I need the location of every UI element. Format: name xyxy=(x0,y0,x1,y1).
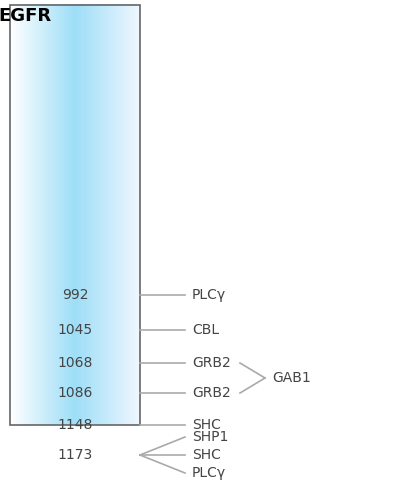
Text: SHC: SHC xyxy=(192,418,221,432)
Text: 1148: 1148 xyxy=(57,418,93,432)
Text: PLCγ: PLCγ xyxy=(192,466,226,480)
Text: 1173: 1173 xyxy=(57,448,93,462)
Text: CBL: CBL xyxy=(192,323,219,337)
Text: 992: 992 xyxy=(62,288,88,302)
Text: 1045: 1045 xyxy=(57,323,93,337)
Text: GRB2: GRB2 xyxy=(192,356,231,370)
Text: GAB1: GAB1 xyxy=(272,371,311,385)
Text: EGFR: EGFR xyxy=(0,7,51,25)
Text: 1086: 1086 xyxy=(57,386,93,400)
Text: GRB2: GRB2 xyxy=(192,386,231,400)
Text: SHC: SHC xyxy=(192,448,221,462)
Text: SHP1: SHP1 xyxy=(192,430,228,444)
Text: 1068: 1068 xyxy=(57,356,93,370)
Text: PLCγ: PLCγ xyxy=(192,288,226,302)
Bar xyxy=(10,5,140,425)
